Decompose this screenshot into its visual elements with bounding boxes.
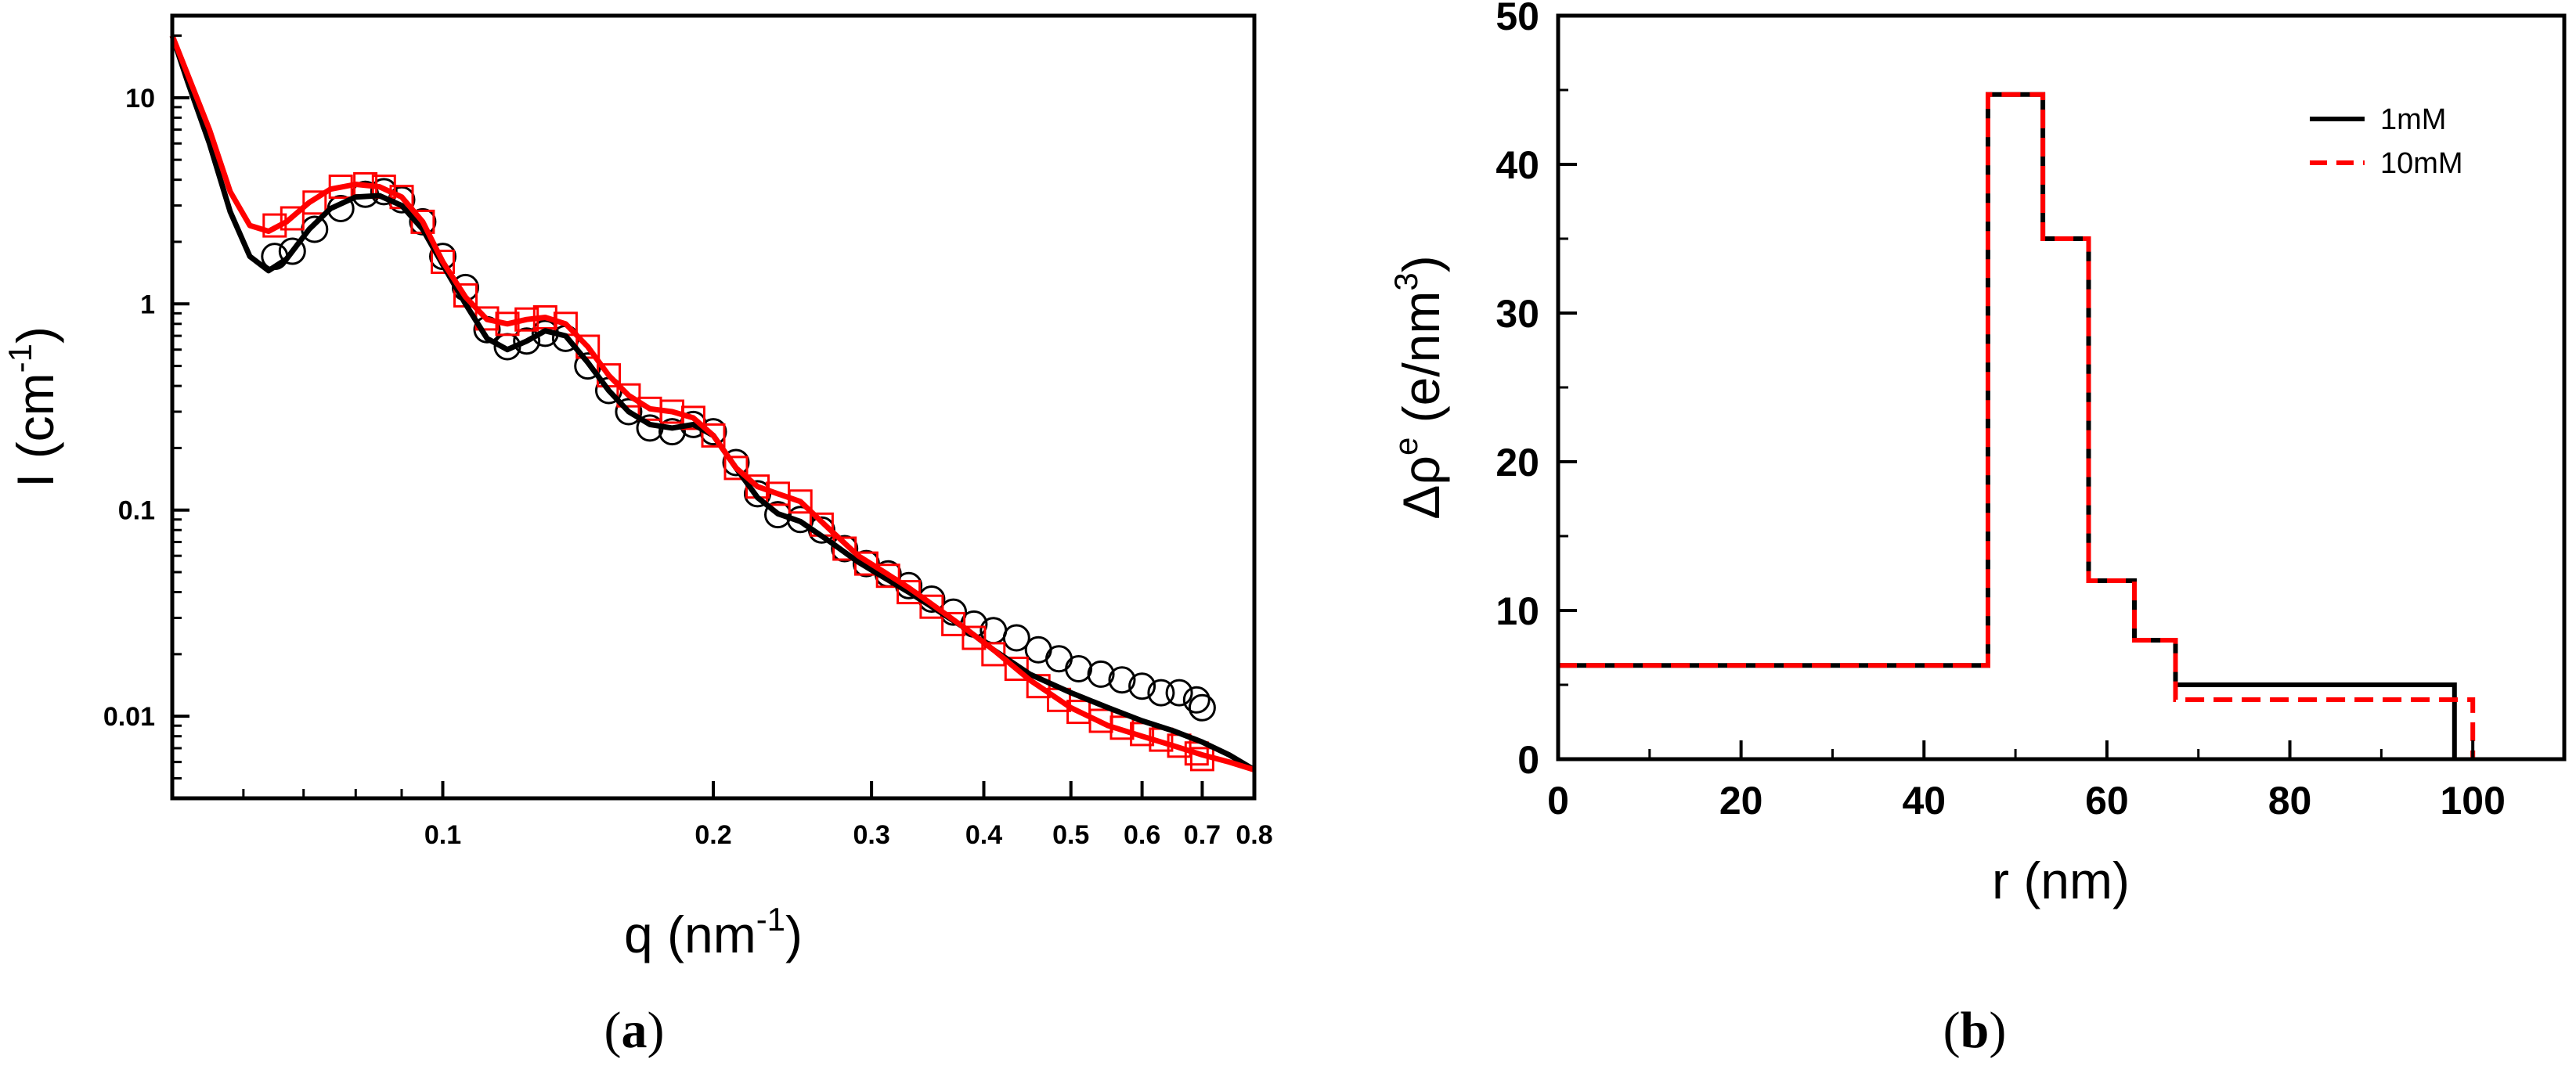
legend-label-10mm: 10mM bbox=[2380, 147, 2463, 180]
legend-label-1mm: 1mM bbox=[2380, 103, 2446, 136]
b-ytick-label: 0 bbox=[1517, 738, 1539, 782]
b-profile-line-1mm bbox=[1558, 92, 2457, 759]
a-xtick-label: 0.6 bbox=[1124, 820, 1160, 850]
panel-b-data-layer bbox=[1558, 92, 2476, 759]
b-ytick-label: 50 bbox=[1495, 0, 1539, 38]
panel-b-y-axis-title: Δρe (e/nm3) bbox=[1387, 255, 1450, 519]
a-point-10mm bbox=[832, 536, 857, 561]
a-point-1mm bbox=[722, 448, 750, 477]
a-point-1mm bbox=[1108, 666, 1136, 694]
panel-a-y-axis-title: I (cm-1) bbox=[2, 326, 64, 488]
a-ytick-label: 0.01 bbox=[103, 702, 155, 732]
a-point-1mm bbox=[1128, 672, 1156, 700]
a-point-10mm bbox=[262, 213, 287, 238]
a-point-10mm bbox=[788, 489, 813, 514]
a-point-1mm bbox=[852, 549, 880, 578]
a-point-10mm bbox=[431, 250, 455, 274]
panel-b-legend: 1mM 10mM bbox=[2310, 103, 2463, 180]
panel-a-data-layer bbox=[169, 34, 1256, 772]
panel-a-plot: 0.1 0.2 0.3 0.4 0.5 0.6 0.7 0.8 0.01 0.1 1 10 q (nm… bbox=[2, 13, 1273, 1059]
a-point-10mm bbox=[680, 405, 705, 430]
a-point-10mm bbox=[302, 190, 327, 215]
a-point-10mm bbox=[616, 383, 641, 408]
a-fit-line-1mm bbox=[169, 34, 1256, 772]
panel-b-ticks: 0 20 40 60 80 100 0 10 20 30 40 50 bbox=[1495, 0, 2506, 823]
a-point-10mm bbox=[961, 625, 987, 650]
a-point-1mm bbox=[513, 327, 541, 355]
a-point-10mm bbox=[723, 455, 749, 481]
a-point-1mm bbox=[831, 535, 859, 563]
panel-a-x-axis-title: q (nm-1) bbox=[624, 901, 803, 963]
a-point-10mm bbox=[701, 423, 726, 448]
a-point-1mm bbox=[1188, 693, 1216, 722]
panel-b-x-axis-title: r (nm) bbox=[1992, 852, 2130, 909]
b-xtick-label: 80 bbox=[2268, 779, 2312, 823]
a-point-10mm bbox=[853, 551, 879, 576]
a-xtick-label: 0.1 bbox=[424, 820, 461, 850]
panel-a-ticks: 0.1 0.2 0.3 0.4 0.5 0.6 0.7 0.8 0.01 0.1 1 10 bbox=[103, 34, 1273, 850]
a-xtick-label: 0.3 bbox=[853, 820, 889, 850]
a-xtick-label: 0.2 bbox=[695, 820, 731, 850]
b-xtick-label: 40 bbox=[1902, 779, 1946, 823]
a-point-1mm bbox=[1147, 679, 1175, 707]
a-point-1mm bbox=[615, 398, 643, 426]
a-point-1mm bbox=[1065, 655, 1093, 682]
a-point-10mm bbox=[1004, 657, 1029, 681]
b-xtick-label: 20 bbox=[1719, 779, 1763, 823]
b-xtick-label: 100 bbox=[2440, 779, 2505, 823]
b-xtick-label: 60 bbox=[2085, 779, 2129, 823]
a-point-1mm bbox=[278, 237, 306, 265]
a-xtick-label: 0.7 bbox=[1184, 820, 1221, 850]
a-point-1mm bbox=[1002, 624, 1030, 652]
a-point-1mm bbox=[1165, 679, 1193, 707]
b-ytick-label: 30 bbox=[1495, 292, 1539, 336]
a-point-10mm bbox=[897, 580, 922, 605]
a-point-10mm bbox=[941, 611, 966, 636]
panel-a-label: (a) bbox=[604, 1002, 665, 1059]
a-point-10mm bbox=[919, 594, 944, 619]
b-xtick-label: 0 bbox=[1547, 779, 1569, 823]
panel-b-label: (b) bbox=[1943, 1002, 2007, 1059]
b-ytick-label: 20 bbox=[1495, 441, 1539, 484]
panel-a-frame bbox=[170, 13, 1257, 801]
a-point-1mm bbox=[1087, 660, 1115, 688]
a-ytick-label: 1 bbox=[140, 290, 155, 319]
a-xtick-label: 0.4 bbox=[965, 820, 1002, 850]
b-ytick-label: 10 bbox=[1495, 589, 1539, 633]
b-ytick-label: 40 bbox=[1495, 143, 1539, 187]
a-point-1mm bbox=[658, 418, 686, 446]
a-point-1mm bbox=[1182, 686, 1210, 714]
a-xtick-label: 0.5 bbox=[1052, 820, 1089, 850]
a-ytick-label: 10 bbox=[125, 84, 155, 113]
a-point-1mm bbox=[1045, 645, 1073, 673]
a-ytick-label: 0.1 bbox=[118, 496, 155, 526]
a-fit-line-10mm bbox=[169, 34, 1256, 772]
a-xtick-label: 0.8 bbox=[1236, 820, 1272, 850]
a-point-1mm bbox=[764, 501, 792, 529]
a-point-10mm bbox=[280, 206, 305, 231]
b-profile-line-10mm bbox=[1558, 92, 2476, 759]
